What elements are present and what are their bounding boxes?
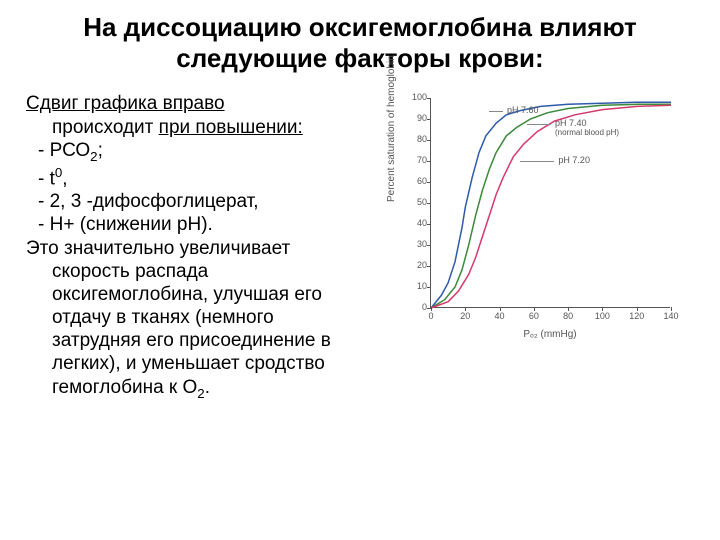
- x-tick-label: 20: [453, 311, 477, 321]
- y-tick-label: 50: [403, 197, 427, 207]
- chart-column: Percent saturation of hemoglobin 0102030…: [390, 92, 690, 401]
- curve-label: pH 7.20: [558, 155, 590, 165]
- bullet-pco2: - РСО2;: [26, 139, 384, 165]
- page-title: На диссоциацию оксигемоглобина влияют сл…: [26, 12, 694, 74]
- y-tick-label: 70: [403, 155, 427, 165]
- curve-label: pH 7.60: [507, 105, 539, 115]
- x-tick-label: 0: [419, 311, 443, 321]
- curve-pH-7.20: [431, 106, 671, 309]
- para-line: затрудняя его присоединение в: [26, 329, 384, 352]
- y-tick-label: 20: [403, 260, 427, 270]
- text-column: Сдвиг графика вправо происходит при повы…: [26, 92, 384, 401]
- y-tick-label: 80: [403, 134, 427, 144]
- y-tick-label: 10: [403, 281, 427, 291]
- para-line: Это значительно увеличивает: [26, 237, 384, 260]
- para-line: скорость распада: [26, 260, 384, 283]
- heading-cont-u: при повышении:: [159, 117, 303, 138]
- para-line-o2: гемоглобина к О2.: [26, 376, 384, 402]
- shift-heading: Сдвиг графика вправо: [26, 93, 225, 114]
- y-tick-label: 60: [403, 176, 427, 186]
- x-tick-label: 80: [556, 311, 580, 321]
- x-axis-label: Pₒ₂ (mmHg): [523, 329, 576, 340]
- plot-area: 0102030405060708090100020406080100120140…: [430, 98, 670, 308]
- y-tick-label: 90: [403, 113, 427, 123]
- title-line-1: На диссоциацию оксигемоглобина влияют: [83, 12, 637, 42]
- oxyhemoglobin-chart: Percent saturation of hemoglobin 0102030…: [390, 92, 690, 352]
- para-line: отдачу в тканях (немного: [26, 306, 384, 329]
- heading-cont: происходит: [52, 117, 159, 138]
- curves-svg: [431, 98, 671, 308]
- y-tick-label: 40: [403, 218, 427, 228]
- para-line: легких), и уменьшает сродство: [26, 352, 384, 375]
- x-tick-label: 40: [488, 311, 512, 321]
- x-tick-label: 60: [522, 311, 546, 321]
- y-tick-label: 100: [403, 92, 427, 102]
- x-tick-label: 120: [625, 311, 649, 321]
- curve-label: pH 7.40(normal blood pH): [555, 118, 619, 137]
- y-axis-label: Percent saturation of hemoglobin: [386, 56, 397, 203]
- x-tick-label: 100: [590, 311, 614, 321]
- x-tick-label: 140: [659, 311, 683, 321]
- bullet-h: - H+ (снижении рН).: [26, 213, 384, 236]
- bullet-temp: - t0,: [26, 165, 384, 191]
- para-line: оксигемоглобина, улучшая его: [26, 283, 384, 306]
- y-tick-label: 30: [403, 239, 427, 249]
- bullet-dpg: - 2, 3 -дифосфоглицерат,: [26, 190, 384, 213]
- content-row: Сдвиг графика вправо происходит при повы…: [26, 92, 694, 401]
- title-line-2: следующие факторы крови:: [176, 43, 543, 73]
